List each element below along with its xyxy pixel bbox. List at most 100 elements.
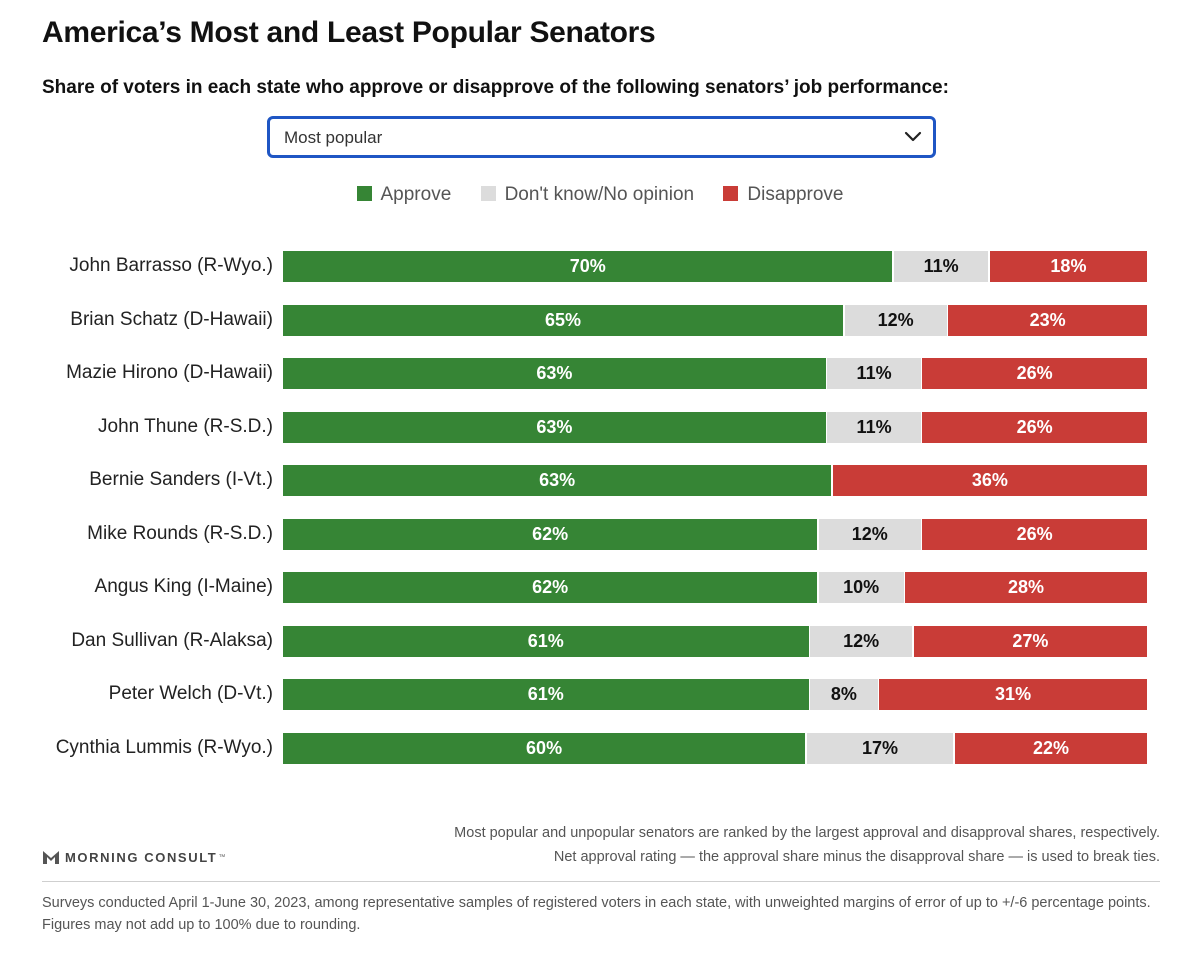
brand-trademark: ™ (218, 853, 226, 861)
stacked-bar: 63% 11% 26% (283, 411, 1147, 443)
bar-segment-no-opinion: 11% (893, 251, 989, 282)
data-label: 70% (569, 256, 606, 276)
survey-footnote: Surveys conducted April 1-June 30, 2023,… (42, 895, 1151, 933)
category-label: John Barrasso (R-Wyo.) (69, 255, 273, 276)
bar-segment-no-opinion: 12% (818, 518, 921, 550)
data-label: 18% (1050, 256, 1087, 276)
data-label: 12% (877, 309, 914, 330)
data-label: 63% (539, 470, 576, 490)
data-label: 62% (532, 577, 569, 597)
data-label: 26% (1016, 363, 1053, 383)
brand-logo: MORNING CONSULT ™ (43, 849, 225, 865)
stacked-bar: 63% 36% (283, 465, 1147, 496)
category-label: John Thune (R-S.D.) (98, 415, 273, 437)
data-label: 26% (1016, 523, 1053, 544)
bar-segment-disapprove: 31% (879, 679, 1147, 710)
data-label: 61% (527, 684, 564, 704)
category-label: Angus King (I-Maine) (94, 576, 273, 597)
bar-row: John Barrasso (R-Wyo.) 70% 11% 18% (0, 251, 1200, 282)
ranking-select-value: Most popular (284, 128, 383, 147)
bar-segment-no-opinion: 11% (827, 358, 921, 389)
tiebreak-note: Net approval rating — the approval share… (553, 849, 1160, 865)
stacked-bar: 61% 8% 31% (283, 679, 1147, 710)
ranking-select[interactable]: Most popular (267, 116, 936, 158)
legend-item-disapprove: Disapprove (723, 184, 843, 206)
data-label: 27% (1012, 630, 1049, 651)
stacked-bar: 63% 11% 26% (283, 358, 1147, 389)
data-label: 61% (527, 630, 564, 651)
data-label: 60% (526, 737, 563, 758)
bar-segment-no-opinion: 11% (827, 411, 921, 443)
data-label: 65% (545, 309, 582, 330)
bar-segment-no-opinion: 12% (844, 304, 947, 336)
bar-row: Mazie Hirono (D-Hawaii) 63% 11% 26% (0, 358, 1200, 389)
stacked-bar: 60% 17% 22% (283, 732, 1147, 764)
bar-row: Peter Welch (D-Vt.) 61% 8% 31% (0, 679, 1200, 710)
bar-segment-approve: 63% (283, 411, 826, 443)
bar-segment-disapprove: 28% (905, 572, 1147, 603)
legend-label-no-opinion: Don't know/No opinion (504, 184, 695, 205)
data-label: 26% (1016, 416, 1053, 437)
stacked-bar: 62% 10% 28% (283, 572, 1147, 603)
stacked-bar: 70% 11% 18% (283, 251, 1147, 282)
category-label: Brian Schatz (D-Hawaii) (70, 308, 273, 330)
data-label: 62% (532, 523, 569, 544)
bar-segment-approve: 60% (283, 732, 806, 764)
stacked-bar: 62% 12% 26% (283, 518, 1147, 550)
data-label: 22% (1032, 737, 1070, 758)
bar-segment-approve: 62% (283, 572, 818, 603)
bar-segment-disapprove: 22% (955, 732, 1147, 764)
bar-segment-approve: 63% (283, 358, 826, 389)
data-label: 11% (923, 256, 959, 276)
category-label: Cynthia Lummis (R-Wyo.) (55, 736, 273, 758)
bar-segment-no-opinion: 8% (810, 679, 878, 710)
bar-row: Brian Schatz (D-Hawaii) 65% 12% 23% (0, 304, 1200, 336)
bar-segment-no-opinion: 10% (818, 572, 904, 603)
data-label: 12% (843, 630, 880, 651)
bar-segment-disapprove: 18% (989, 251, 1147, 282)
data-label: 23% (1029, 309, 1066, 330)
chart-legend: Approve Don't know/No opinion Disapprove (0, 184, 1200, 206)
bar-segment-disapprove: 27% (913, 625, 1147, 657)
bar-row: Angus King (I-Maine) 62% 10% 28% (0, 572, 1200, 603)
bar-segment-disapprove: 36% (832, 465, 1147, 496)
category-label: Mazie Hirono (D-Hawaii) (66, 362, 273, 383)
category-label: Peter Welch (D-Vt.) (108, 683, 273, 704)
data-label: 10% (843, 577, 880, 597)
bar-segment-approve: 65% (283, 304, 844, 336)
chart-subtitle: Share of voters in each state who approv… (42, 77, 949, 98)
bar-row: Mike Rounds (R-S.D.) 62% 12% 26% (0, 518, 1200, 550)
morning-consult-logo-icon (43, 850, 59, 864)
data-label: 31% (995, 684, 1032, 704)
category-label: Bernie Sanders (I-Vt.) (89, 469, 273, 490)
data-label: 11% (856, 363, 892, 383)
legend-label-approve: Approve (380, 184, 452, 205)
bar-segment-approve: 61% (283, 679, 809, 710)
data-label: 63% (536, 416, 573, 437)
bar-segment-approve: 70% (283, 251, 893, 282)
bar-row: John Thune (R-S.D.) 63% 11% 26% (0, 411, 1200, 443)
data-label: 28% (1008, 577, 1045, 597)
bar-row: Bernie Sanders (I-Vt.) 63% 36% (0, 465, 1200, 496)
legend-item-approve: Approve (356, 184, 452, 206)
legend-swatch-no-opinion (480, 186, 496, 201)
chevron-down-icon (904, 131, 922, 142)
data-label: 63% (536, 363, 573, 383)
data-label: 12% (851, 523, 888, 544)
bar-row: Cynthia Lummis (R-Wyo.) 60% 17% 22% (0, 732, 1200, 764)
legend-swatch-disapprove (723, 186, 739, 201)
bar-segment-disapprove: 26% (922, 518, 1147, 550)
bar-segment-disapprove: 26% (922, 358, 1147, 389)
bar-segment-no-opinion: 17% (806, 732, 954, 764)
stacked-bar: 61% 12% 27% (283, 625, 1147, 657)
data-label: 8% (830, 684, 857, 704)
bar-segment-no-opinion: 12% (810, 625, 913, 657)
legend-item-no-opinion: Don't know/No opinion (480, 184, 695, 206)
data-label: 36% (971, 470, 1008, 490)
bar-row: Dan Sullivan (R-Alaksa) 61% 12% 27% (0, 625, 1200, 657)
chart-title: America’s Most and Least Popular Senator… (42, 16, 656, 49)
bar-segment-approve: 62% (283, 518, 818, 550)
stacked-bar: 65% 12% 23% (283, 304, 1147, 336)
category-label: Mike Rounds (R-S.D.) (87, 522, 273, 544)
data-label: 11% (856, 416, 892, 437)
